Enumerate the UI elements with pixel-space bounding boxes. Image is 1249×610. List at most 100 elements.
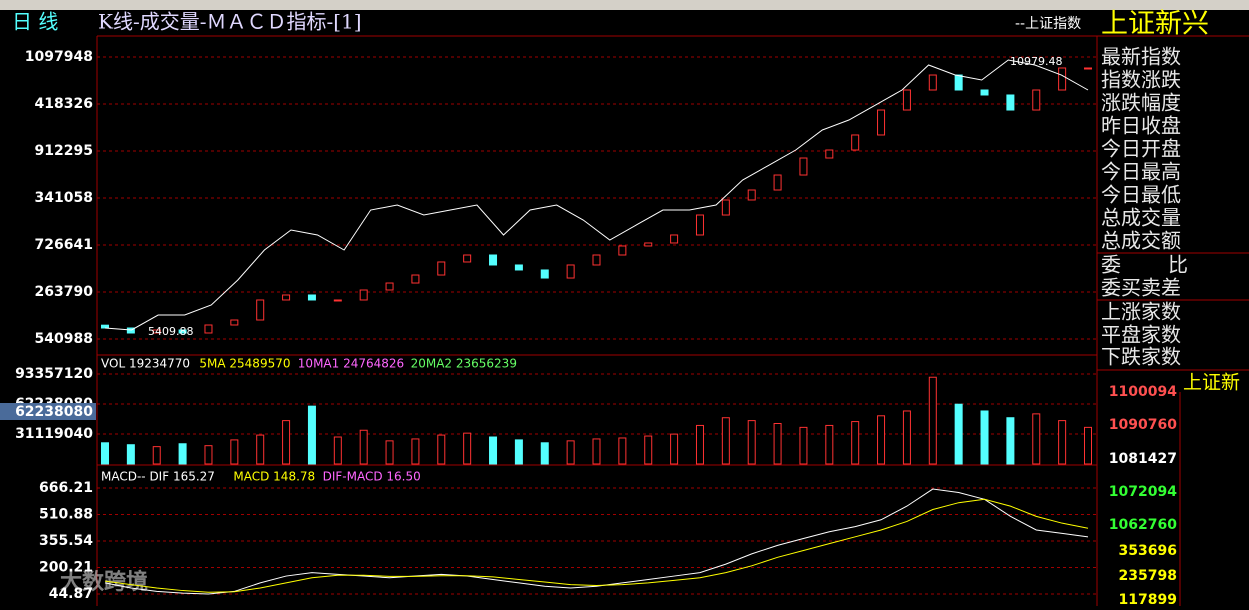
- candle: [178, 329, 187, 334]
- candle: [721, 199, 730, 216]
- y-tick-label: 540988: [35, 331, 93, 347]
- volume-bar: [954, 403, 963, 465]
- volume-bar: [307, 405, 316, 465]
- candle: [489, 254, 498, 266]
- candle: [152, 329, 161, 334]
- volume-bar: [1058, 420, 1067, 465]
- y-tick-label: 341058: [35, 190, 93, 206]
- highlight-box: [0, 403, 96, 420]
- candle: [851, 134, 860, 151]
- y-tick-label: 912295: [35, 143, 93, 159]
- field-label: 委: [1101, 253, 1121, 277]
- candle: [411, 274, 420, 284]
- stock-name: 上证新兴: [1101, 9, 1209, 40]
- volume-bar: [333, 436, 342, 465]
- mini-label: 353696: [1119, 543, 1177, 559]
- candle: [359, 289, 368, 301]
- annotation: 5409.88: [148, 325, 194, 338]
- y-tick-label: 1097948: [25, 49, 93, 65]
- field-label: 总成交额: [1101, 229, 1181, 253]
- vol-header: 20MA2 23656239: [411, 357, 517, 371]
- candle: [566, 264, 575, 279]
- volume-bar: [902, 410, 911, 465]
- field-label: 下跌家数: [1101, 345, 1181, 369]
- volume-bar: [437, 434, 446, 465]
- field-label: 最新指数: [1101, 45, 1181, 69]
- candle: [1084, 67, 1092, 70]
- mini-label: 1072094: [1109, 484, 1177, 500]
- index-name: --上证指数: [1015, 16, 1081, 32]
- mini-label: 1062760: [1109, 517, 1177, 533]
- field-label: 今日最高: [1101, 160, 1181, 184]
- candle: [282, 294, 291, 301]
- volume-bar: [877, 415, 886, 465]
- field-label: 昨日收盘: [1101, 114, 1181, 138]
- volume-bar: [670, 433, 679, 465]
- volume-bar: [385, 440, 394, 465]
- field-label: 今日开盘: [1101, 137, 1181, 161]
- volume-bar: [282, 420, 291, 465]
- volume-bar: [1032, 413, 1041, 465]
- candle: [307, 294, 316, 301]
- volume-bar: [230, 439, 239, 465]
- macd-header: MACD-- DIF 165.27: [101, 470, 215, 484]
- volume-bar: [204, 445, 213, 465]
- candle: [954, 74, 963, 91]
- candle: [877, 109, 886, 136]
- period: 日 线: [12, 10, 58, 34]
- y-tick-label: 355.54: [39, 533, 93, 549]
- volume-bar: [618, 437, 627, 465]
- field-label: 涨跌幅度: [1101, 91, 1181, 115]
- mini-label: 1100094: [1109, 384, 1177, 400]
- volume-bar: [644, 435, 653, 465]
- mini-label: 1090760: [1109, 417, 1177, 433]
- volume-bar: [152, 446, 161, 465]
- highlight-label: 62238080: [15, 404, 93, 420]
- candle: [101, 324, 109, 329]
- field-label: 委买卖差: [1101, 276, 1181, 300]
- candle: [126, 327, 135, 334]
- volume-bar: [851, 421, 860, 465]
- candle: [747, 189, 756, 201]
- field-label: 比: [1168, 253, 1188, 277]
- candle: [1006, 94, 1015, 111]
- vol-header: 5MA 25489570: [199, 357, 290, 371]
- volume-bar: [514, 439, 523, 465]
- volume-bar: [126, 444, 135, 465]
- macd-header: MACD 148.78: [233, 470, 315, 484]
- candle: [514, 264, 523, 271]
- volume-bar: [799, 426, 808, 465]
- y-tick-label: 31119040: [15, 426, 93, 442]
- candle: [902, 89, 911, 111]
- volume-bar: [747, 420, 756, 465]
- candle: [618, 245, 627, 256]
- mini-label: 117899: [1119, 592, 1177, 606]
- y-tick-label: 200.21: [39, 559, 93, 575]
- candle: [1058, 67, 1067, 91]
- candle: [670, 234, 679, 244]
- macd-line: [104, 498, 1089, 593]
- candle: [385, 282, 394, 291]
- volume-bar: [773, 423, 782, 465]
- indicator-title: K线-成交量-ＭＡＣＤ指标-[1]: [98, 10, 362, 34]
- candle: [204, 324, 213, 334]
- candle: [540, 269, 549, 279]
- menu-strip: [0, 0, 1249, 10]
- candle: [463, 254, 472, 263]
- field-label: 今日最低: [1101, 183, 1181, 207]
- volume-bar: [463, 432, 472, 465]
- field-label: 指数涨跌: [1101, 68, 1181, 92]
- candle: [773, 174, 782, 191]
- candle: [825, 149, 834, 159]
- candle: [928, 74, 937, 91]
- volume-bar: [101, 442, 109, 465]
- mini-label: 235798: [1119, 568, 1177, 584]
- field-label: 平盘家数: [1101, 323, 1181, 347]
- y-tick-label: 418326: [35, 96, 93, 112]
- candle: [230, 319, 239, 326]
- macd-line: [104, 488, 1089, 595]
- candle: [1032, 89, 1041, 111]
- candle: [644, 242, 653, 247]
- volume-bar: [1084, 426, 1092, 465]
- y-tick-label: 666.21: [39, 480, 93, 496]
